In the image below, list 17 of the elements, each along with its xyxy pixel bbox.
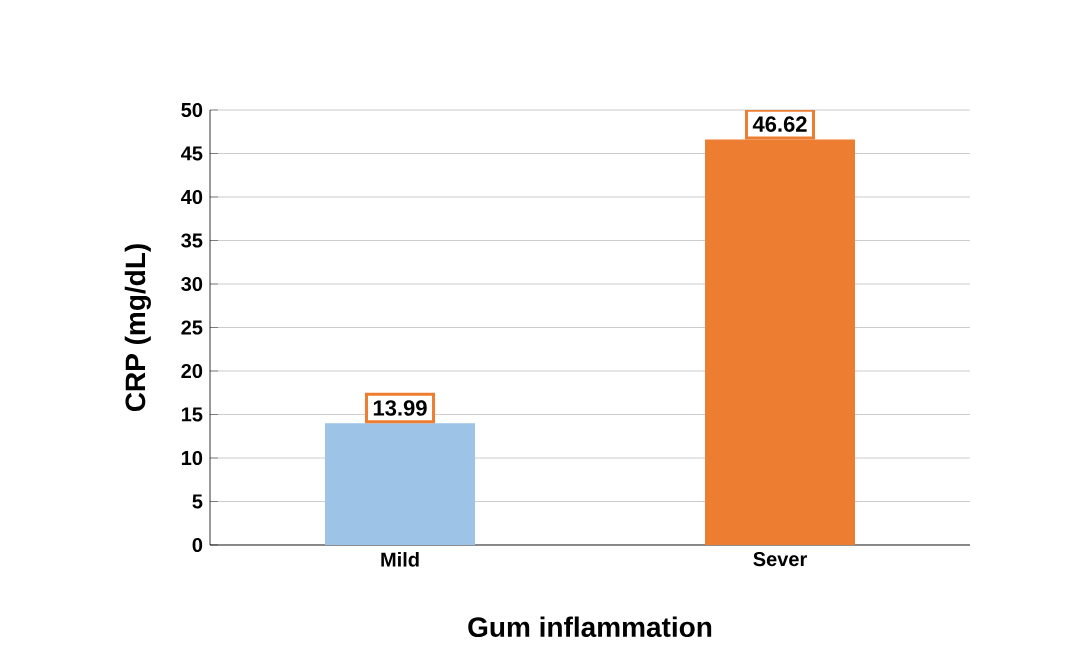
- x-tick-label: Mild: [381, 552, 419, 567]
- data-label: 46.62: [752, 116, 807, 132]
- y-tick-label: 10: [181, 450, 203, 466]
- y-tick-label: 15: [181, 407, 203, 422]
- y-axis-title: CRP (mg/dL): [124, 244, 151, 412]
- y-tick-label: 45: [181, 146, 203, 161]
- data-label: 13.99: [373, 400, 427, 416]
- x-axis-title: Gum inflammation: [468, 616, 712, 638]
- y-tick-label: 25: [181, 320, 203, 335]
- x-tick-label: Sever: [753, 552, 807, 567]
- y-tick-label: 5: [192, 494, 203, 509]
- y-tick-label: 35: [181, 233, 203, 248]
- y-tick-label: 40: [181, 189, 203, 205]
- y-tick-label: 50: [181, 102, 203, 118]
- y-tick-label: 0: [192, 537, 203, 553]
- y-tick-label: 20: [181, 363, 203, 379]
- y-tick-label: 30: [181, 276, 203, 292]
